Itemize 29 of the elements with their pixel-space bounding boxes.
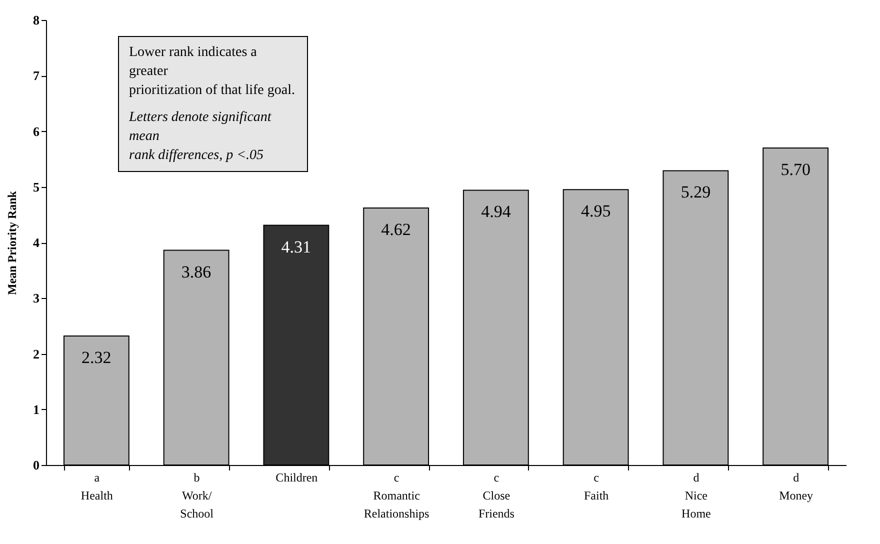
data-label: 5.70 — [780, 160, 810, 179]
data-label: 4.31 — [281, 237, 312, 256]
note-box: Lower rank indicates a greater prioritization of that life goal. Letters denote significant mean rank differences, p <.05 — [118, 36, 308, 172]
y-tick-label: 0 — [33, 458, 40, 472]
x-tick-label: c Romantic Relationships — [364, 470, 430, 520]
y-tick-label: 8 — [33, 12, 40, 28]
data-label: 4.62 — [381, 220, 411, 240]
data-label: 4.95 — [580, 202, 611, 221]
y-tick-label: 1 — [33, 402, 40, 417]
y-tick-label: 3 — [33, 290, 40, 306]
y-tick-label: 6 — [33, 124, 40, 139]
data-label: 2.32 — [82, 348, 112, 367]
data-label: 4.94 — [481, 202, 512, 222]
y-tick-label: 2 — [33, 346, 40, 362]
y-tick-label: 5 — [33, 179, 40, 194]
x-tick-label: c Close Friends — [478, 470, 515, 520]
y-axis-title: Mean Priority Rank — [5, 190, 19, 295]
x-tick-label: a Health — [80, 470, 113, 502]
y-tick-label: 4 — [33, 235, 40, 250]
annotation: Lower rank indicates a greater prioritization of that life goal. — [129, 44, 296, 100]
y-tick-label: 7 — [33, 68, 40, 84]
x-tick-label: Children — [276, 470, 318, 484]
x-tick-label: b Work/ School — [180, 470, 214, 520]
x-tick-label: c Faith — [584, 470, 609, 502]
data-label: 3.86 — [181, 262, 212, 282]
x-tick-label: d Nice Home — [682, 470, 711, 520]
annotation: Letters denote significant mean rank differences, p <.05 — [129, 109, 272, 165]
x-tick-label: d Money — [779, 470, 814, 502]
data-label: 5.29 — [680, 182, 711, 202]
